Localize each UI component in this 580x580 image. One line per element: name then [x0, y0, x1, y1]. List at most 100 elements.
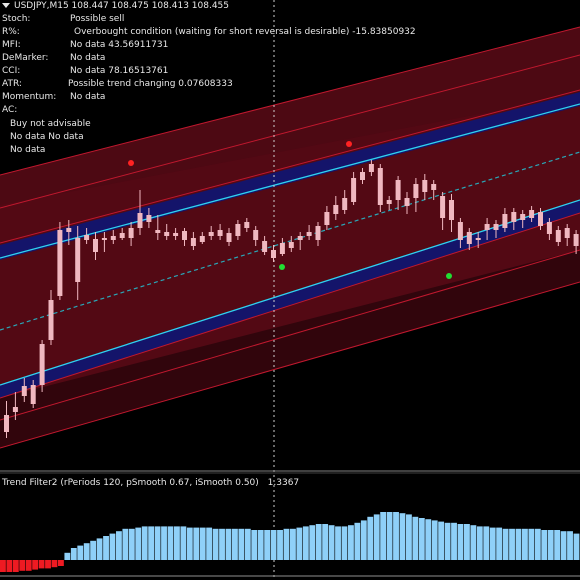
candle-body [342, 198, 348, 210]
histogram-bar [406, 514, 412, 560]
histogram-bar [489, 527, 496, 560]
candle-body [4, 415, 9, 432]
sell-signal-dot[interactable] [128, 160, 134, 166]
candle-body [351, 178, 357, 202]
candle-body [440, 196, 446, 218]
histogram-bar [393, 512, 399, 560]
histogram-bar [547, 530, 554, 560]
histogram-bar [277, 530, 283, 560]
buy-signal-dot[interactable] [446, 273, 452, 279]
candle-body [360, 172, 365, 180]
histogram-bar [515, 528, 522, 560]
histogram-bar [103, 536, 109, 560]
channel-line-cyan-upper [0, 103, 580, 259]
signal-value: No data [70, 53, 106, 63]
candle-body [315, 226, 321, 240]
candle-body [395, 180, 401, 200]
dropdown-triangle-icon[interactable] [2, 3, 10, 8]
candle-body [324, 212, 330, 225]
histogram-bar [264, 530, 271, 560]
candle-body [404, 198, 410, 206]
candle-body [333, 205, 339, 214]
histogram-bar [58, 560, 64, 566]
candle-body [457, 222, 463, 240]
histogram-bar [509, 528, 515, 560]
histogram-bar [12, 560, 19, 572]
signal-value: No data [70, 92, 106, 102]
histogram-bar [141, 526, 148, 560]
candle-body [306, 232, 312, 236]
histogram-bar [380, 512, 387, 560]
histogram-bar [290, 528, 296, 560]
histogram-bar [206, 527, 213, 560]
channel-line-red-2 [0, 54, 580, 209]
signal-value: No data 43.56911731 [70, 40, 169, 50]
histogram-bar [322, 524, 329, 560]
signal-label: Stoch: [2, 14, 31, 24]
histogram-bar [25, 560, 32, 571]
histogram-bar [534, 528, 541, 560]
candle-body [529, 210, 535, 218]
candle-body [431, 184, 437, 190]
histogram-bar [418, 518, 425, 560]
candle-body [199, 236, 205, 242]
histogram-bar [109, 533, 116, 560]
symbol-title: USDJPY,M15 108.447 108.475 108.413 108.4… [2, 1, 229, 11]
channel-mid-line [0, 151, 580, 331]
histogram-bar [457, 524, 464, 560]
candle-body [182, 231, 187, 240]
histogram-bar [348, 525, 354, 560]
histogram-bar [560, 531, 567, 560]
histogram-bar [464, 524, 470, 560]
signal-value: Possible sell [70, 14, 125, 24]
signal-label: AC: [2, 105, 18, 115]
histogram-bar [573, 533, 580, 560]
candle-body [190, 238, 196, 246]
candle-body [164, 232, 170, 236]
sell-signal-dot[interactable] [346, 141, 352, 147]
signal-value: Possible trend changing 0.07608333 [68, 79, 233, 89]
candle-body [466, 232, 472, 244]
channel-inner-band-upper [0, 92, 580, 260]
signal-label: CCI: [2, 66, 21, 76]
histogram-bar [541, 530, 548, 560]
histogram-bar [219, 528, 225, 560]
channel-line-red-3 [0, 89, 580, 244]
histogram-bar [128, 528, 135, 560]
candle-body [262, 241, 268, 252]
histogram-bar [496, 527, 503, 560]
histogram-bar [360, 520, 367, 560]
candle-body [84, 235, 90, 240]
histogram-bar [251, 530, 258, 560]
candle-body [128, 228, 134, 238]
histogram-bar [431, 520, 438, 560]
signal-label: R%: [2, 27, 20, 37]
histogram-bar [302, 526, 309, 560]
histogram-bar [528, 528, 535, 560]
candle-body [146, 215, 152, 222]
candle-body [520, 214, 526, 220]
indicator-label: Trend Filter2 (rPeriods 120, pSmooth 0.6… [2, 478, 259, 488]
histogram-bar [412, 516, 419, 560]
histogram-bar [554, 530, 561, 560]
histogram-bar [77, 545, 84, 560]
histogram-bar [244, 528, 251, 560]
histogram-bar [399, 513, 406, 560]
buy-signal-dot[interactable] [279, 264, 285, 270]
candles-group [4, 160, 579, 438]
candle-body [66, 228, 72, 232]
candle-body [173, 233, 179, 236]
histogram-bar [386, 512, 393, 560]
histogram-bar [270, 530, 277, 560]
signal-label: DeMarker: [2, 53, 49, 63]
histogram-bar [367, 516, 374, 560]
candle-body [279, 243, 285, 254]
histogram-bar [51, 560, 58, 568]
histogram-bar [354, 522, 361, 560]
candle-body [564, 228, 570, 238]
histogram-bar [83, 543, 90, 560]
candle-body [39, 344, 45, 385]
histogram-bar [309, 525, 316, 560]
ac-text: Buy not advisable [10, 119, 91, 129]
